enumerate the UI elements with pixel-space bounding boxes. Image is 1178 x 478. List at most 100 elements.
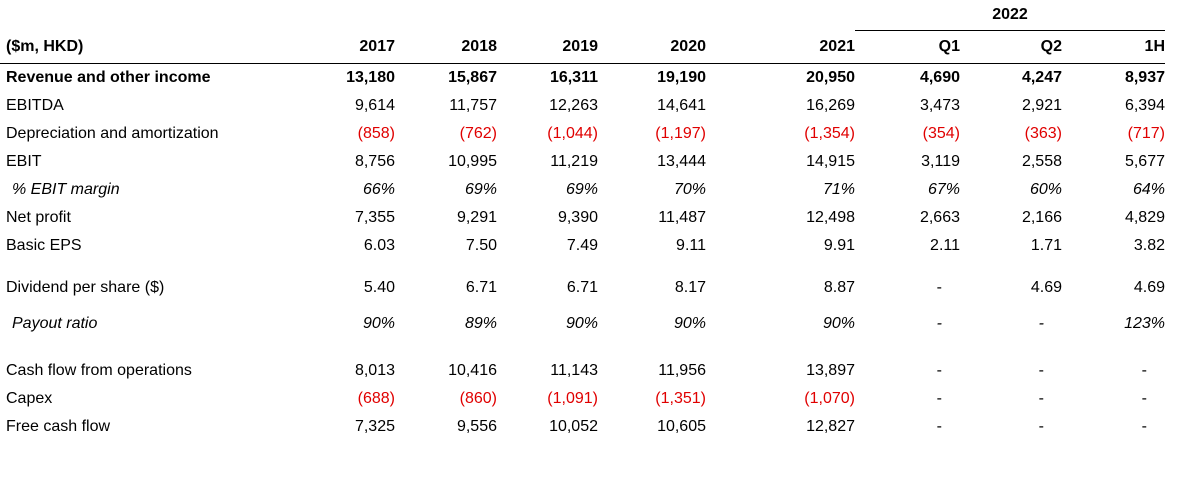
cell-value: 4.69: [1030, 279, 1062, 296]
row-label: Cash flow from operations: [6, 362, 192, 379]
cell-value: 6.71: [465, 279, 497, 296]
cell-value: (354): [922, 125, 960, 142]
cell-value: 8,937: [1124, 69, 1165, 86]
cell-value: 9.91: [823, 237, 855, 254]
cell-value: (762): [459, 125, 497, 142]
cell-value: -: [1141, 390, 1147, 407]
cell-value: 2,166: [1021, 209, 1062, 226]
cell-value: 4,829: [1124, 209, 1165, 226]
cell-value: 11,219: [550, 153, 598, 170]
column-header: 2017: [300, 30, 395, 64]
cell-value: 10,995: [448, 153, 497, 170]
cell-value: 67%: [927, 181, 960, 198]
cell-value: 6.03: [363, 237, 395, 254]
cell-value: -: [1038, 315, 1044, 332]
cell-value: 6,394: [1124, 97, 1165, 114]
cell-value: 9,390: [557, 209, 598, 226]
row-label: Revenue and other income: [6, 69, 211, 86]
cell-value: 2,921: [1021, 97, 1062, 114]
data-row: Dividend per share ($) 5.40 6.71 6.71 8.17 8.…: [0, 274, 1165, 302]
header-row: ($m, HKD) 2017 2018 2019 2020 2021 Q1 Q2 1H: [0, 30, 1165, 64]
cell-value: (1,197): [655, 125, 706, 142]
row-label: EBITDA: [6, 97, 64, 114]
cell-value: 1.71: [1030, 237, 1062, 254]
cell-value: 123%: [1124, 315, 1165, 332]
row-label: Free cash flow: [6, 418, 111, 435]
cell-value: 12,827: [806, 418, 855, 435]
cell-value: 66%: [362, 181, 395, 198]
cell-value: (860): [459, 390, 497, 407]
cell-value: 9,291: [456, 209, 497, 226]
row-label: EBIT: [6, 153, 42, 170]
data-row: EBIT 8,756 10,995 11,219 13,444 14,915 3,119 2,…: [0, 148, 1165, 176]
cell-value: (1,091): [547, 390, 598, 407]
cell-value: 70%: [673, 181, 706, 198]
cell-value: 5,677: [1124, 153, 1165, 170]
data-row: Cash flow from operations 8,013 10,416 11,1…: [0, 357, 1165, 385]
cell-value: -: [936, 315, 942, 332]
financial-table: 2022 ($m, HKD) 2017 2018 2019 2020 2021 Q1 Q2 1H…: [0, 0, 1165, 441]
cell-value: 20,950: [806, 69, 855, 86]
row-label: % EBIT margin: [12, 181, 120, 198]
cell-value: 7,355: [354, 209, 395, 226]
cell-value: 3,473: [919, 97, 960, 114]
data-row: % EBIT margin 66% 69% 69% 70% 71% 67% 60% 64%: [0, 176, 1165, 204]
cell-value: 16,269: [806, 97, 855, 114]
column-header: ($m, HKD): [0, 30, 300, 64]
cell-value: 2.11: [930, 237, 960, 254]
empty-cell: [0, 0, 855, 31]
cell-value: 4.69: [1133, 279, 1165, 296]
group-header-row: 2022: [0, 0, 1165, 31]
cell-value: (363): [1024, 125, 1062, 142]
cell-value: 4,690: [919, 69, 960, 86]
row-label: Basic EPS: [6, 237, 82, 254]
cell-value: 11,143: [550, 362, 598, 379]
column-header: 2021: [706, 30, 855, 64]
cell-value: 60%: [1029, 181, 1062, 198]
cell-value: 10,605: [657, 418, 706, 435]
cell-value: 64%: [1132, 181, 1165, 198]
cell-value: 9,556: [456, 418, 497, 435]
cell-value: 8,756: [354, 153, 395, 170]
spacer-row: [0, 338, 1165, 357]
cell-value: (1,070): [804, 390, 855, 407]
cell-value: 19,190: [657, 69, 706, 86]
data-row: Free cash flow 7,325 9,556 10,052 10,605 12,8…: [0, 413, 1165, 441]
cell-value: 6.71: [566, 279, 598, 296]
column-header: 2020: [598, 30, 706, 64]
data-row: Depreciation and amortization (858) (762) (…: [0, 120, 1165, 148]
cell-value: 13,180: [346, 69, 395, 86]
cell-value: 2,558: [1021, 153, 1062, 170]
row-label: Net profit: [6, 209, 71, 226]
cell-value: 8.87: [823, 279, 855, 296]
cell-value: 8,013: [354, 362, 395, 379]
spacer-cell: [0, 338, 1165, 357]
group-header: 2022: [855, 0, 1165, 31]
cell-value: 14,641: [657, 97, 706, 114]
spacer-cell: [0, 260, 1165, 274]
cell-value: (717): [1127, 125, 1165, 142]
cell-value: 10,052: [549, 418, 598, 435]
cell-value: 3.82: [1133, 237, 1165, 254]
cell-value: 7.50: [465, 237, 497, 254]
cell-value: (1,044): [547, 125, 598, 142]
column-header: 2019: [497, 30, 598, 64]
cell-value: 9.11: [676, 237, 706, 254]
cell-value: 11,956: [658, 362, 706, 379]
spacer-cell: [0, 302, 1165, 310]
data-row: Capex (688) (860) (1,091) (1,351) (1,070) - - -: [0, 385, 1165, 413]
cell-value: -: [1038, 362, 1044, 379]
cell-value: 15,867: [448, 69, 497, 86]
row-label: Dividend per share ($): [6, 279, 165, 296]
cell-value: -: [1141, 418, 1147, 435]
cell-value: 11,757: [449, 97, 497, 114]
column-header: 1H: [1062, 30, 1165, 64]
data-row: Payout ratio 90% 89% 90% 90% 90% - - 123%: [0, 310, 1165, 338]
cell-value: 90%: [565, 315, 598, 332]
cell-value: 7,325: [354, 418, 395, 435]
cell-value: 9,614: [354, 97, 395, 114]
cell-value: -: [936, 390, 942, 407]
data-row: Revenue and other income 13,180 15,867 16,3…: [0, 64, 1165, 93]
cell-value: 69%: [565, 181, 598, 198]
cell-value: -: [1038, 390, 1044, 407]
